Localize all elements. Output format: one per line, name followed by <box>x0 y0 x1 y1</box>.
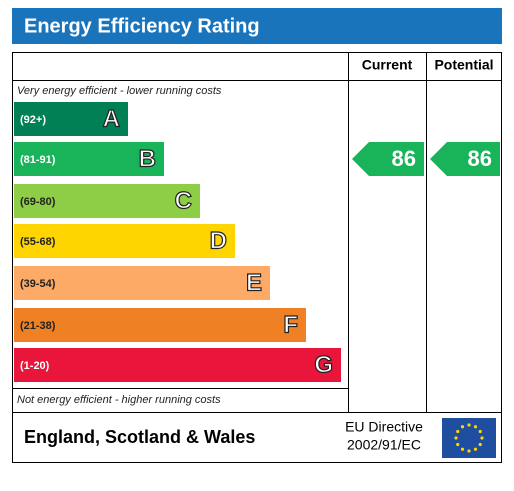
band-letter: F <box>283 311 298 338</box>
band-bar <box>14 224 235 258</box>
eu-star <box>473 425 478 429</box>
eu-star <box>480 436 484 440</box>
band-letter: G <box>314 351 333 378</box>
frame <box>12 52 502 463</box>
eu-star <box>454 436 458 440</box>
band-letter: E <box>246 269 262 296</box>
eu-star <box>467 449 471 453</box>
header-potential: Potential <box>434 57 493 73</box>
eu-star <box>460 425 465 429</box>
eu-star <box>478 442 482 447</box>
band-bar <box>14 308 306 342</box>
footer-directive: 2002/91/EC <box>347 437 421 453</box>
band-range: (92+) <box>20 114 46 126</box>
band-letter: A <box>103 105 120 132</box>
eu-star <box>456 429 460 434</box>
band-bar <box>14 348 341 382</box>
header-current: Current <box>362 57 413 73</box>
title: Energy Efficiency Rating <box>24 15 260 37</box>
band-range: (21-38) <box>20 320 56 332</box>
rating-value: 86 <box>392 146 416 171</box>
band-letter: C <box>175 187 192 214</box>
band-range: (55-68) <box>20 236 56 248</box>
eu-star <box>460 447 465 451</box>
eu-star <box>478 429 482 434</box>
band-letter: B <box>139 145 156 172</box>
rating-value: 86 <box>468 146 492 171</box>
band-bar <box>14 266 270 300</box>
band-range: (39-54) <box>20 278 56 290</box>
band-bar <box>14 184 200 218</box>
rating-arrow <box>352 142 424 176</box>
footer-region: England, Scotland & Wales <box>24 427 255 447</box>
band-range: (69-80) <box>20 196 56 208</box>
top-note: Very energy efficient - lower running co… <box>17 85 222 97</box>
band-range: (1-20) <box>20 360 50 372</box>
band-bar <box>14 142 164 176</box>
title-bar <box>12 8 502 44</box>
eu-star <box>456 442 460 447</box>
bottom-note: Not energy efficient - higher running co… <box>17 394 221 406</box>
band-range: (81-91) <box>20 154 56 166</box>
eu-star <box>467 423 471 427</box>
rating-arrow <box>430 142 500 176</box>
footer-directive: EU Directive <box>345 419 423 435</box>
eu-stars <box>454 423 484 453</box>
eu-star <box>473 447 478 451</box>
band-bar <box>14 102 128 136</box>
band-letter: D <box>210 227 227 254</box>
